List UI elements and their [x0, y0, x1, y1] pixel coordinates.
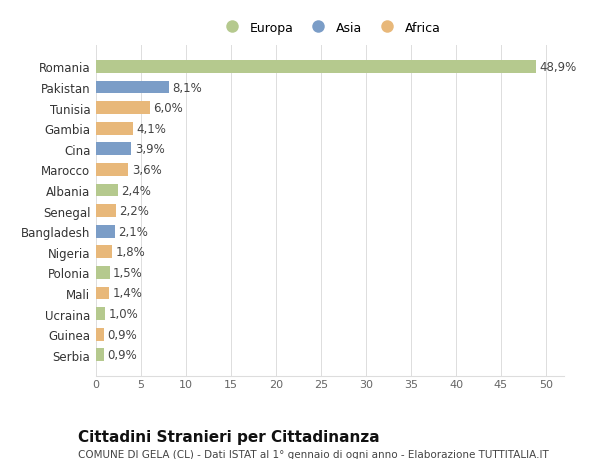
Text: 2,2%: 2,2% [119, 205, 149, 218]
Text: 3,6%: 3,6% [132, 163, 162, 177]
Text: 1,4%: 1,4% [112, 287, 142, 300]
Text: 0,9%: 0,9% [108, 328, 137, 341]
Text: 2,4%: 2,4% [121, 184, 151, 197]
Text: 1,0%: 1,0% [109, 308, 139, 320]
Text: 2,1%: 2,1% [119, 225, 148, 238]
Bar [96, 308, 105, 320]
Text: 4,1%: 4,1% [137, 123, 166, 135]
Bar [96, 287, 109, 300]
Text: 3,9%: 3,9% [134, 143, 164, 156]
Text: 6,0%: 6,0% [154, 102, 184, 115]
Text: Cittadini Stranieri per Cittadinanza: Cittadini Stranieri per Cittadinanza [78, 429, 380, 444]
Bar [96, 184, 118, 197]
Bar [96, 266, 110, 279]
Text: 1,8%: 1,8% [116, 246, 146, 259]
Bar [96, 225, 115, 238]
Text: 48,9%: 48,9% [540, 61, 577, 74]
Bar [96, 205, 116, 218]
Bar [96, 328, 104, 341]
Text: 8,1%: 8,1% [173, 81, 202, 95]
Legend: Europa, Asia, Africa: Europa, Asia, Africa [217, 19, 443, 37]
Bar [96, 81, 169, 94]
Bar [96, 143, 131, 156]
Bar [96, 102, 150, 115]
Bar [96, 123, 133, 135]
Bar [96, 349, 104, 361]
Bar [96, 61, 536, 73]
Text: 0,9%: 0,9% [108, 348, 137, 362]
Bar [96, 164, 128, 176]
Text: COMUNE DI GELA (CL) - Dati ISTAT al 1° gennaio di ogni anno - Elaborazione TUTTI: COMUNE DI GELA (CL) - Dati ISTAT al 1° g… [78, 449, 549, 459]
Bar [96, 246, 112, 258]
Text: 1,5%: 1,5% [113, 266, 143, 279]
